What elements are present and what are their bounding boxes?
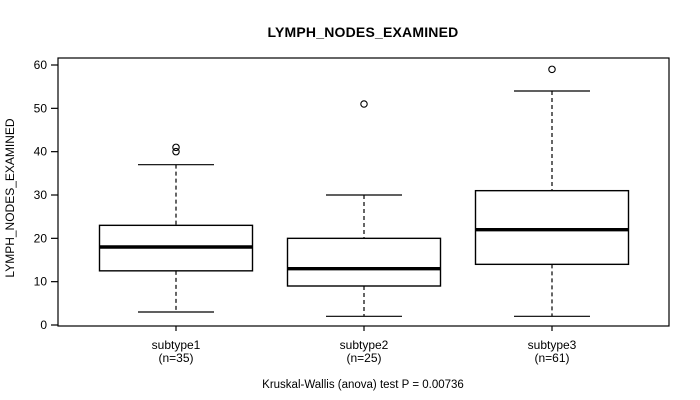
y-tick-label: 20 [34,231,48,245]
caption: Kruskal-Wallis (anova) test P = 0.00736 [262,379,464,391]
iqr-box [474,189,630,266]
outlier-point [548,65,556,74]
x-tick-label: subtype2 [340,338,389,352]
x-tick-label: subtype1 [152,338,201,352]
outlier-point [172,147,180,156]
y-tick-label: 0 [40,318,47,332]
y-tick-label: 30 [34,188,48,202]
y-tick-label: 50 [34,101,48,115]
y-tick-label: 60 [34,58,48,72]
y-tick-label: 40 [34,145,48,159]
y-axis-label: LYMPH_NODES_EXAMINED [3,118,17,277]
chart-title: LYMPH_NODES_EXAMINED [268,24,459,40]
x-tick-label: subtype3 [528,338,577,352]
outlier-point [172,143,180,152]
y-tick-label: 10 [34,275,48,289]
x-tick-sublabel: (n=35) [158,351,193,365]
x-tick-sublabel: (n=25) [346,351,381,365]
plot-marks: 0 10 20 30 40 50 60 subtype1(n=35) subtype2(n=25… [34,58,630,365]
outlier-point [360,100,368,108]
iqr-box [286,237,442,287]
x-tick-sublabel: (n=61) [534,351,569,365]
